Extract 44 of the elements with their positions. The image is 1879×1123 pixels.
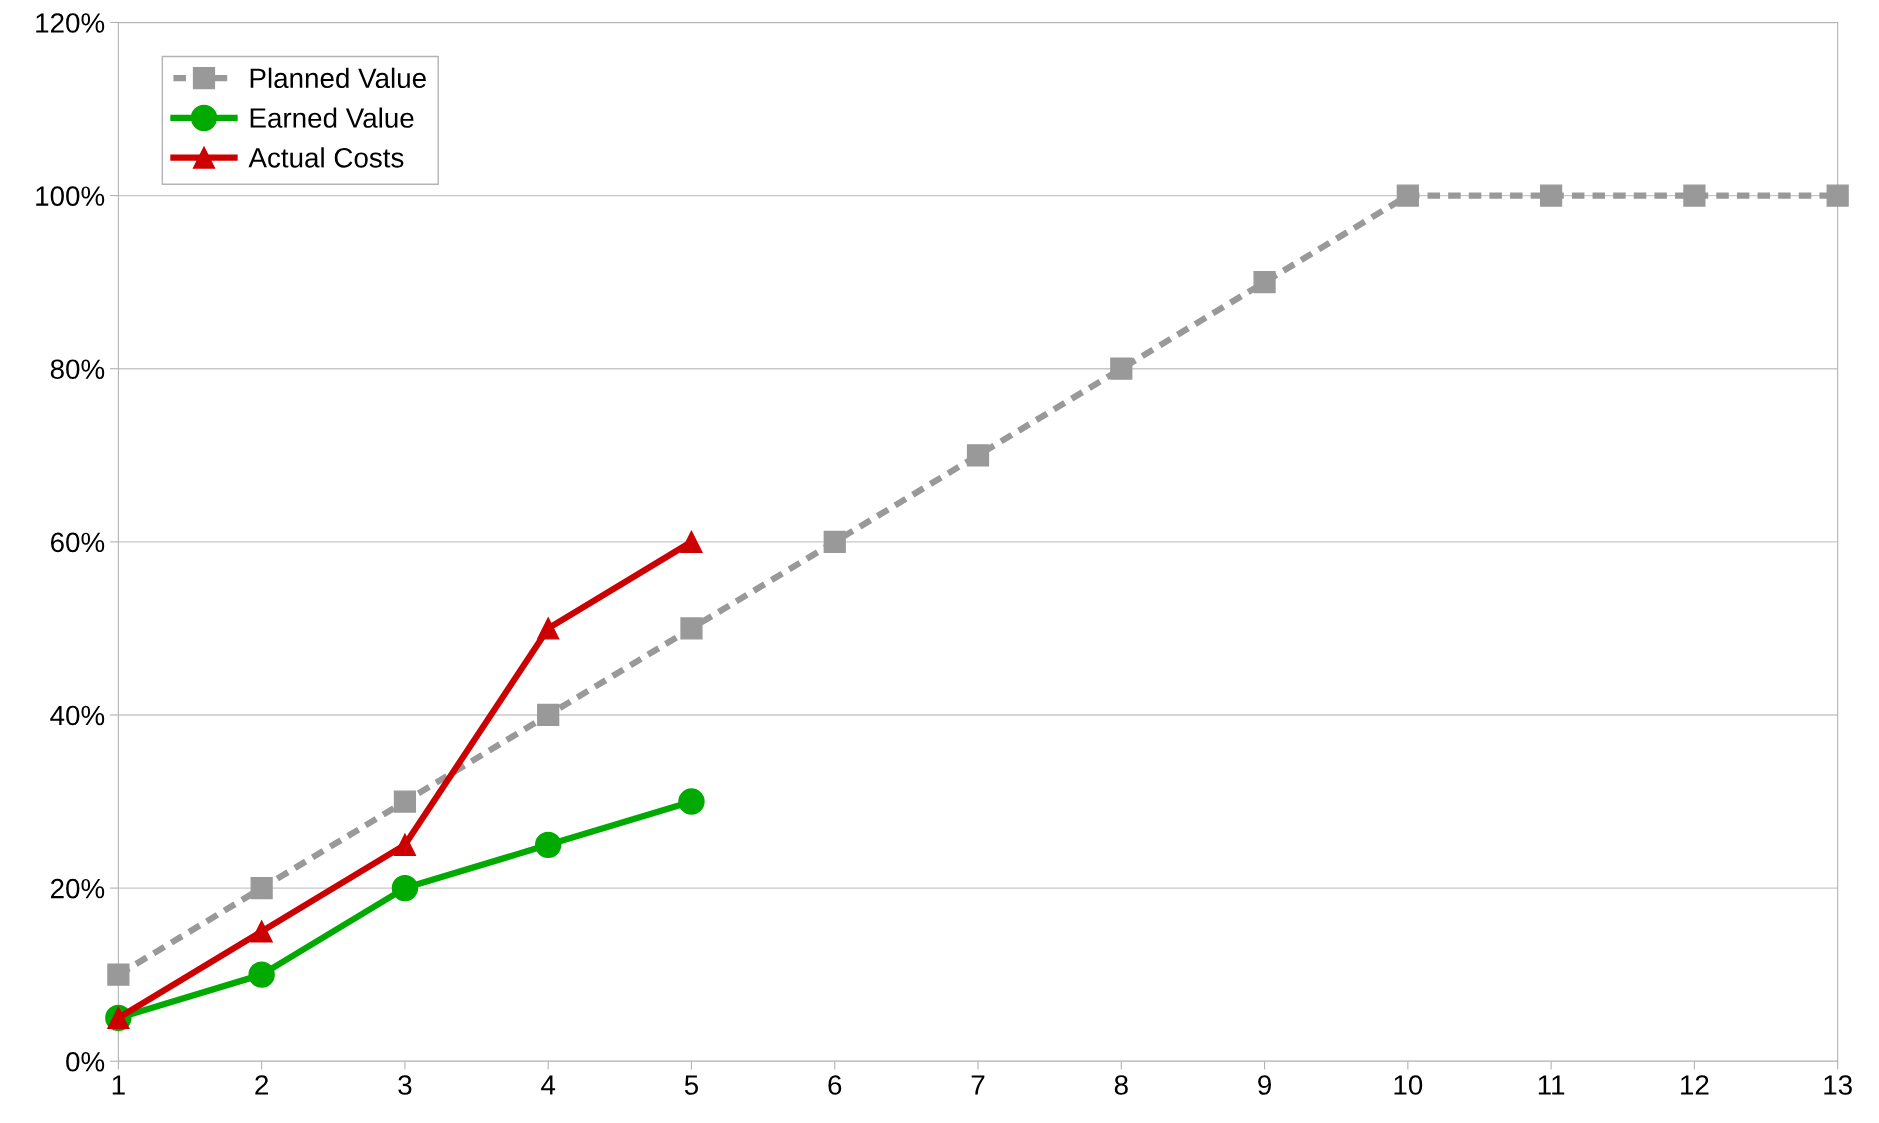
point xyxy=(1253,271,1276,294)
legend-label: Actual Costs xyxy=(248,147,404,168)
y-tick-label: 120% xyxy=(36,13,105,33)
x-tick-label: 7 xyxy=(971,1075,985,1095)
x-tick-label: 4 xyxy=(541,1075,556,1095)
y-tick-label: 20% xyxy=(50,878,105,899)
point xyxy=(537,617,560,640)
point xyxy=(1539,184,1563,207)
x-tick-label: 8 xyxy=(1114,1075,1128,1095)
y-tick-label: 100% xyxy=(36,186,105,206)
point xyxy=(680,617,703,640)
point xyxy=(1683,184,1706,207)
x-tick-label: 1 xyxy=(112,1075,125,1095)
point xyxy=(680,530,703,553)
x-tick-label: 9 xyxy=(1258,1075,1271,1095)
point xyxy=(250,920,273,943)
point xyxy=(966,444,990,467)
point xyxy=(678,788,705,815)
x-tick-label: 13 xyxy=(1824,1075,1852,1095)
point xyxy=(107,963,130,986)
point xyxy=(250,876,273,900)
y-tick-label: 0% xyxy=(66,1051,105,1072)
point xyxy=(248,961,275,988)
x-tick-label: 3 xyxy=(398,1075,412,1095)
point xyxy=(823,530,846,553)
x-tick-label: 2 xyxy=(255,1075,268,1095)
y-tick-label: 80% xyxy=(50,359,105,380)
point xyxy=(1826,184,1849,207)
x-tick-label: 12 xyxy=(1681,1075,1709,1095)
point xyxy=(1110,357,1133,380)
x-tick-label: 5 xyxy=(684,1075,699,1095)
point xyxy=(537,703,560,727)
point xyxy=(1396,184,1419,207)
y-tick-label: 40% xyxy=(50,705,105,726)
y-tick-label: 60% xyxy=(51,532,105,553)
x-tick-label: 11 xyxy=(1538,1075,1565,1095)
x-tick-label: 6 xyxy=(828,1075,842,1095)
point xyxy=(535,831,562,859)
point xyxy=(391,874,419,902)
legend-label: Planned Value xyxy=(250,67,426,89)
point xyxy=(393,790,417,813)
x-tick-label: 10 xyxy=(1394,1075,1423,1095)
point xyxy=(393,833,417,856)
legend-label: Earned Value xyxy=(250,107,414,128)
